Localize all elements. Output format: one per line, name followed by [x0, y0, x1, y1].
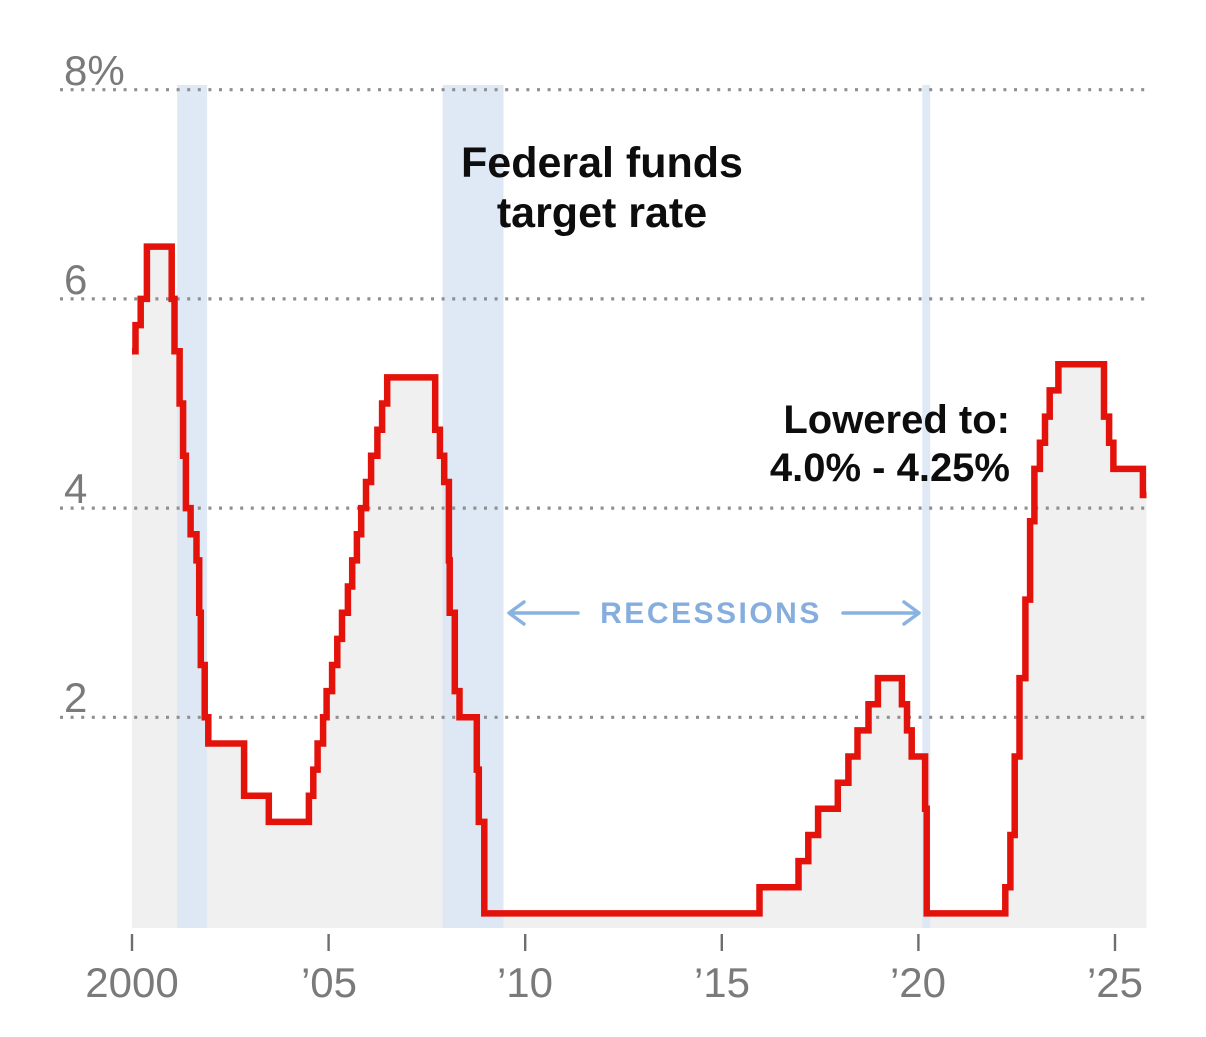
y-axis-label-8: 8% [64, 47, 125, 94]
lowered-to-annotation: Lowered to: 4.0% - 4.25% [770, 396, 1010, 492]
x-axis-label-2025: ’25 [1086, 959, 1144, 1006]
recession-arrow-left-icon [507, 600, 580, 626]
rate-line [132, 243, 1147, 917]
lowered-to-label: Lowered to: [783, 398, 1010, 442]
chart-title-line2: target rate [496, 189, 708, 238]
y-axis-label-2: 2 [64, 674, 88, 721]
lowered-to-value: 4.0% - 4.25% [769, 446, 1010, 490]
recessions-label: RECESSIONS [600, 597, 822, 630]
x-axis-label-2005: ’05 [300, 959, 358, 1006]
x-axis-label-2015: ’15 [693, 959, 751, 1006]
rate-area-fill [132, 246, 1147, 929]
x-axis-label-2010: ’10 [496, 959, 554, 1006]
x-axis-label-2000: 2000 [85, 959, 179, 1006]
chart-title: Federal funds target rate [461, 138, 743, 239]
x-axis-label-2020: ’20 [889, 959, 947, 1006]
chart-title-line1: Federal funds [461, 139, 743, 187]
recession-band-3 [922, 85, 931, 928]
y-axis-label-4: 4 [64, 465, 88, 512]
y-axis-label-6: 6 [64, 256, 88, 303]
recession-arrow-right-icon [841, 600, 921, 626]
